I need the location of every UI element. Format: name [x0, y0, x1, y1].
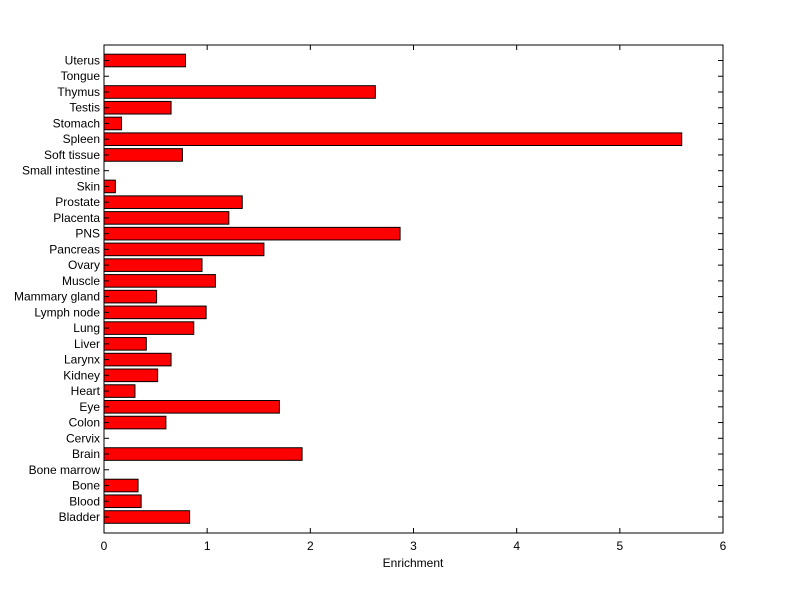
bar-bladder	[103, 510, 191, 524]
y-tick-label: Small intestine	[22, 164, 100, 178]
y-tick-label: Testis	[69, 101, 100, 115]
y-tick-label: Brain	[72, 447, 100, 461]
bar-testis	[103, 100, 172, 115]
bar-spleen	[103, 132, 683, 147]
bar-kidney	[103, 368, 159, 383]
y-tick-label: Ovary	[68, 258, 100, 272]
x-tick-label: 1	[204, 539, 211, 553]
x-tick-label: 6	[720, 539, 727, 553]
x-tick-label: 0	[101, 539, 108, 553]
y-tick-label: Uterus	[65, 54, 100, 68]
y-tick-label: Kidney	[63, 368, 100, 382]
y-tick-label: Bone marrow	[29, 463, 101, 477]
y-tick-label: Lymph node	[34, 305, 100, 319]
y-tick-label: Bladder	[59, 510, 100, 524]
bar-ovary	[103, 258, 203, 272]
y-tick-label: Spleen	[63, 132, 100, 146]
y-tick-label: Bone	[72, 479, 100, 493]
bar-larynx	[103, 352, 172, 367]
bar-prostate	[103, 195, 243, 209]
y-tick-label: Tongue	[61, 69, 101, 83]
bar-bone	[103, 478, 139, 493]
y-tick-label: Blood	[69, 494, 100, 508]
y-tick-label: Thymus	[57, 85, 100, 99]
y-tick-label: Lung	[73, 321, 100, 335]
y-tick-label: Stomach	[53, 116, 100, 130]
bar-lung	[103, 321, 195, 335]
bar-thymus	[103, 85, 376, 99]
bar-colon	[103, 415, 167, 430]
bars-layer	[103, 53, 683, 524]
y-tick-label: Prostate	[55, 195, 100, 209]
x-tick-label: 4	[513, 539, 520, 553]
y-tick-label: PNS	[75, 227, 100, 241]
y-tick-label: Cervix	[66, 431, 100, 445]
bar-muscle	[103, 274, 216, 288]
y-tick-label: Placenta	[53, 211, 100, 225]
y-tick-label: Larynx	[64, 353, 100, 367]
bar-lymph-node	[103, 305, 207, 320]
y-tick-label: Muscle	[62, 274, 100, 288]
x-tick-label: 2	[307, 539, 314, 553]
y-tick-label: Soft tissue	[44, 148, 100, 162]
y-tick-label: Eye	[79, 400, 100, 414]
x-ticks-layer: 0 1 2 3 4 5 6	[101, 45, 727, 553]
y-tick-label: Colon	[69, 416, 100, 430]
bar-uterus	[103, 53, 187, 68]
y-tick-label: Heart	[71, 384, 101, 398]
y-tick-label: Liver	[74, 337, 100, 351]
bar-mammary-gland	[103, 289, 158, 304]
bar-brain	[103, 447, 303, 461]
bar-pancreas	[103, 242, 265, 257]
bar-pns	[103, 226, 401, 241]
bar-liver	[103, 337, 147, 351]
x-axis-label: Enrichment	[383, 556, 444, 570]
y-tick-label: Skin	[77, 179, 100, 193]
bar-placenta	[103, 211, 230, 225]
x-tick-label: 5	[616, 539, 623, 553]
bar-blood	[103, 494, 142, 509]
bar-soft-tissue	[103, 148, 183, 162]
x-tick-label: 3	[410, 539, 417, 553]
y-tick-label: Pancreas	[49, 242, 100, 256]
y-tick-label: Mammary gland	[14, 290, 100, 304]
bar-eye	[103, 400, 280, 414]
